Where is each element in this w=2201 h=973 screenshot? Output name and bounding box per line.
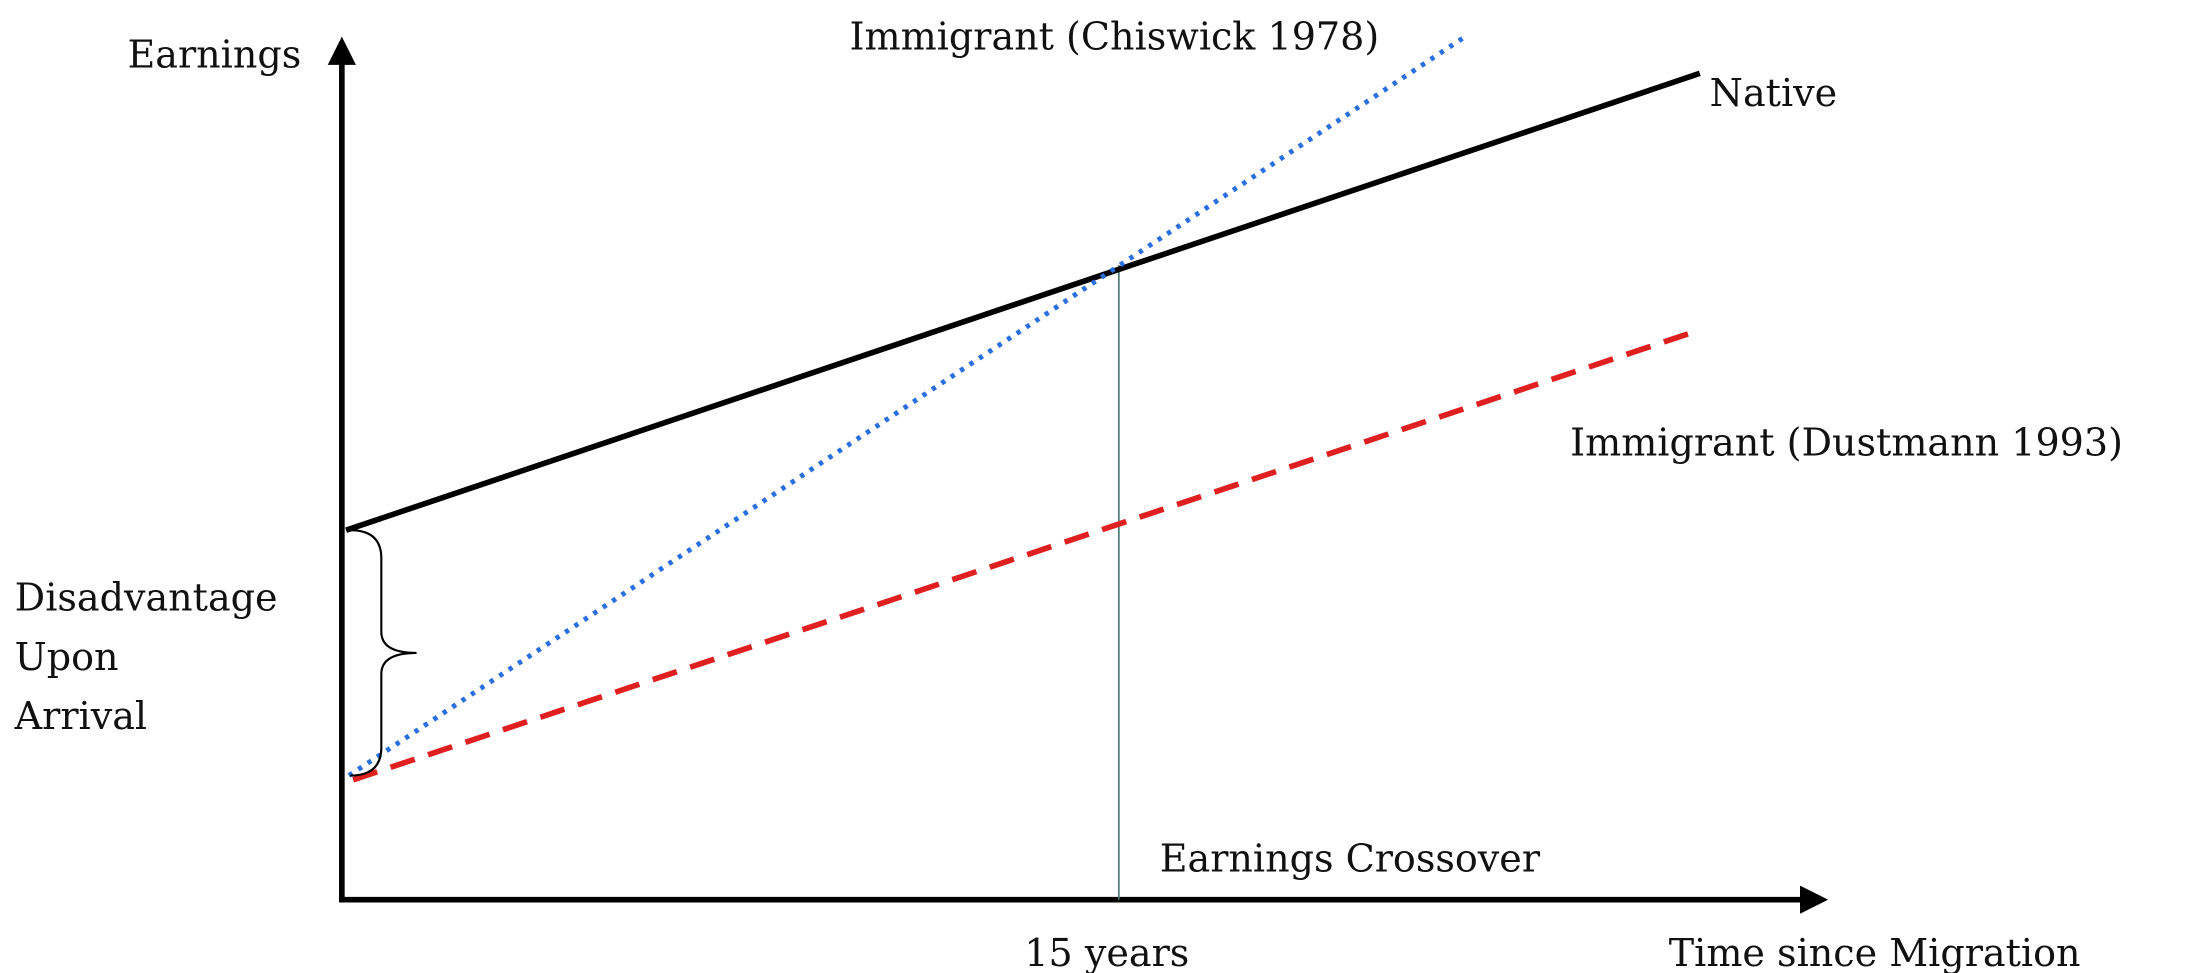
gap-label: Disadvantage xyxy=(15,576,278,620)
x-axis-label: Time since Migration xyxy=(1669,931,2081,973)
gap-brace xyxy=(350,529,417,777)
gap-label: Arrival xyxy=(14,694,147,738)
gap-label: Upon xyxy=(15,635,119,679)
crossover-time: 15 years xyxy=(1024,931,1189,973)
native-label: Native xyxy=(1710,71,1838,115)
dustmann-label: Immigrant (Dustmann 1993) xyxy=(1570,420,2123,464)
chiswick-label: Immigrant (Chiswick 1978) xyxy=(849,14,1379,58)
dustmann-line xyxy=(352,328,1697,783)
y-axis-label: Earnings xyxy=(128,33,302,77)
crossover-label: Earnings Crossover xyxy=(1160,836,1541,880)
chiswick-line xyxy=(347,36,1465,778)
native-line xyxy=(345,70,1701,533)
